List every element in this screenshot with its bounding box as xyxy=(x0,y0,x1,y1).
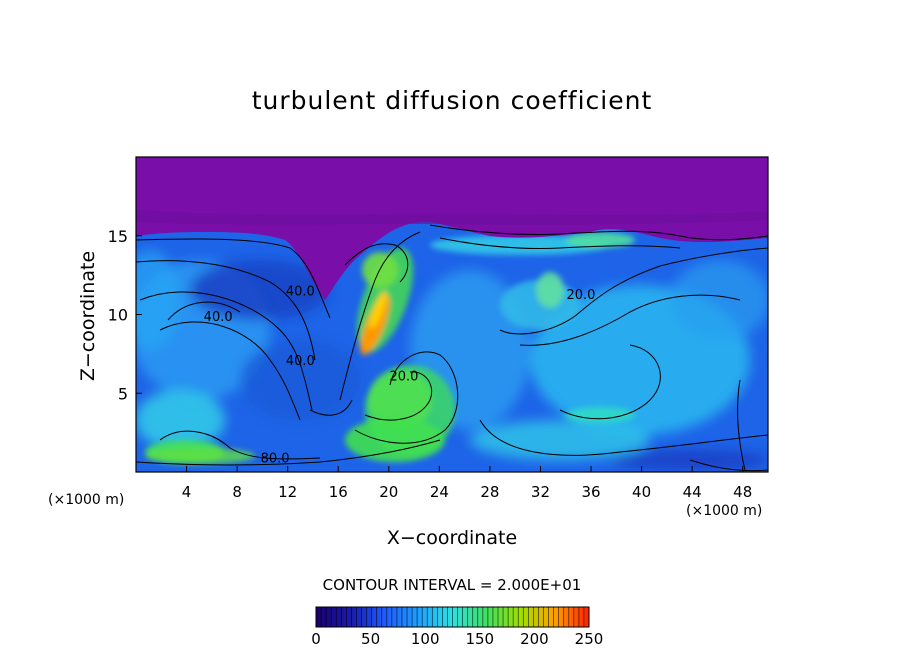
contour-labels-group: 40.0 40.0 40.0 80.0 20.0 20.0 xyxy=(204,285,596,467)
x-unit-label: (×1000 m) xyxy=(686,503,763,519)
y-unit-label: (×1000 m) xyxy=(48,492,125,508)
colorbar-tick-label: 100 xyxy=(411,630,440,648)
colorbar-tick-label: 150 xyxy=(465,630,494,648)
chart-title: turbulent diffusion coefficient xyxy=(251,86,653,115)
x-tick-label: 32 xyxy=(531,483,550,501)
x-tick-label: 28 xyxy=(480,483,499,501)
turbulent-core xyxy=(145,232,635,464)
y-tick-label: 15 xyxy=(108,227,128,246)
x-tick-label: 8 xyxy=(232,483,242,501)
y-tick-label: 5 xyxy=(118,384,128,403)
colorbar-group: 0 50 100 150 200 250 xyxy=(311,606,604,648)
field-layer xyxy=(136,157,768,472)
x-tick-label: 20 xyxy=(379,483,398,501)
contour-interval-label: CONTOUR INTERVAL = 2.000E+01 xyxy=(322,576,582,594)
contour-label: 80.0 xyxy=(261,452,290,467)
x-ticks-group: 4 8 12 16 20 24 28 32 36 40 44 48 xyxy=(182,466,752,501)
x-tick-label: 36 xyxy=(581,483,600,501)
y-axis-label: Z−coordinate xyxy=(77,250,99,382)
x-tick-label: 24 xyxy=(430,483,449,501)
contour-label: 40.0 xyxy=(204,310,233,325)
colorbar-tick-label: 250 xyxy=(575,630,604,648)
x-tick-label: 40 xyxy=(632,483,651,501)
x-axis-label: X−coordinate xyxy=(386,527,518,549)
colorbar-tick-label: 0 xyxy=(311,630,321,648)
x-tick-label: 4 xyxy=(182,483,192,501)
x-tick-label: 12 xyxy=(278,483,297,501)
contour-label: 20.0 xyxy=(389,370,418,385)
colorbar-tick-label: 200 xyxy=(520,630,549,648)
contour-lines xyxy=(136,224,768,472)
y-ticks-group: 5 10 15 xyxy=(108,227,142,403)
contour-label: 20.0 xyxy=(566,288,595,303)
y-tick-label: 10 xyxy=(108,306,128,325)
colorbar-tick-label: 50 xyxy=(361,630,380,648)
x-tick-label: 48 xyxy=(733,483,752,501)
x-tick-label: 16 xyxy=(329,483,348,501)
upper-layer xyxy=(136,157,768,300)
contour-label: 40.0 xyxy=(286,285,315,300)
x-tick-label: 44 xyxy=(683,483,702,501)
contour-label: 40.0 xyxy=(286,354,315,369)
